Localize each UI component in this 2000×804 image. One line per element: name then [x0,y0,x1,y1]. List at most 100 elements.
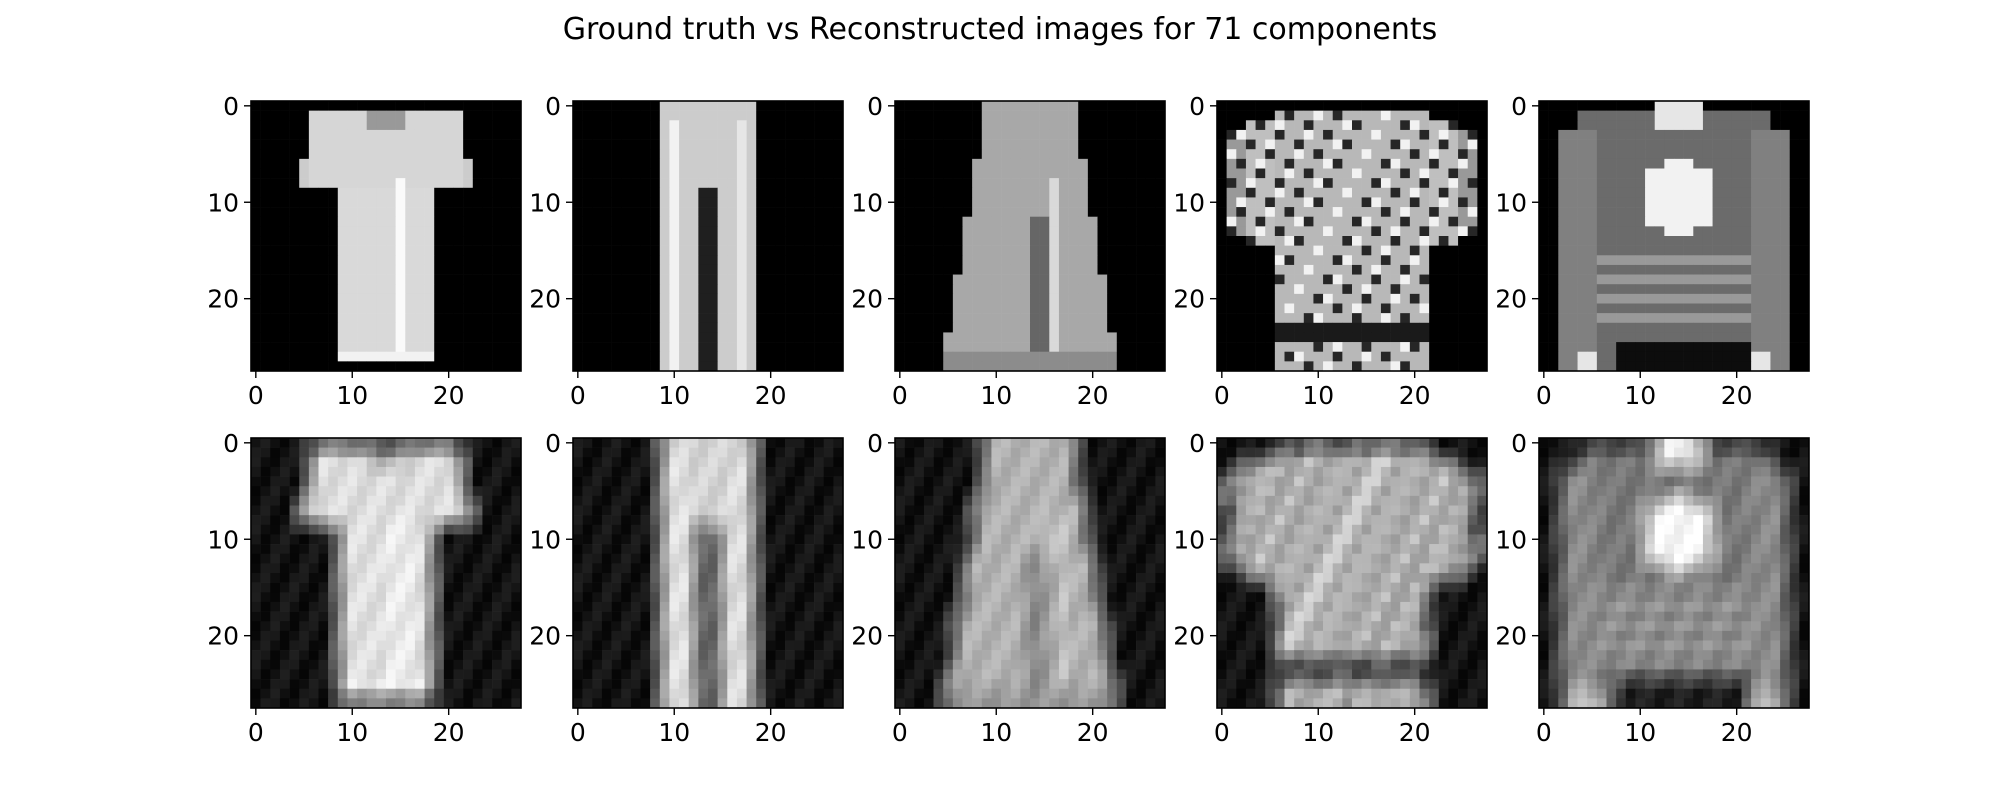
pixel-cell [425,602,435,612]
pixel-cell [1578,304,1588,314]
pixel-cell [1275,275,1285,285]
pixel-cell [1468,352,1478,362]
pixel-cell [425,101,435,111]
pixel-cell [502,544,512,554]
pixel-cell [1040,197,1050,207]
pixel-cell [482,573,492,583]
pixel-cell [1616,217,1626,227]
pixel-cell [679,294,689,304]
pixel-cell [502,650,512,660]
pixel-cell [1751,217,1761,227]
pixel-cell [1587,246,1597,256]
pixel-cell [1674,207,1684,217]
pixel-cell [1790,197,1800,207]
pixel-cell [934,217,944,227]
pixel-cell [1217,217,1227,227]
pixel-cell [650,111,660,121]
pixel-cell [290,294,300,304]
pixel-cell [1568,207,1578,217]
pixel-cell [660,477,670,487]
pixel-cell [756,352,766,362]
pixel-cell [747,496,757,506]
pixel-cell [934,130,944,140]
pixel-cell [415,612,425,622]
pixel-cell [511,544,521,554]
pixel-cell [1078,323,1088,333]
pixel-cell [1558,120,1568,130]
pixel-cell [454,323,464,333]
pixel-cell [1770,207,1780,217]
pixel-cell [328,265,338,275]
pixel-cell [270,197,280,207]
pixel-cell [972,352,982,362]
pixel-cell [319,554,329,564]
pixel-cell [319,178,329,188]
pixel-cell [396,679,406,689]
pixel-cell [1626,352,1636,362]
pixel-cell [454,140,464,150]
pixel-cell [1539,294,1549,304]
pixel-cell [1635,101,1645,111]
pixel-cell [482,438,492,448]
pixel-cell [1333,265,1343,275]
pixel-cell [1587,313,1597,323]
pixel-cell [338,169,348,179]
pixel-cell [833,294,843,304]
pixel-cell [1362,342,1372,352]
pixel-cell [631,361,641,371]
pixel-cell [1458,111,1468,121]
pixel-cell [502,149,512,159]
pixel-cell [1275,332,1285,342]
pixel-cell [502,140,512,150]
pixel-cell [1246,120,1256,130]
pixel-cell [1146,159,1156,169]
pixel-cell [1030,246,1040,256]
pixel-cell [261,178,271,188]
pixel-cell [280,438,290,448]
pixel-cell [1770,226,1780,236]
pixel-cell [415,197,425,207]
pixel-cell [1001,332,1011,342]
pixel-cell [1732,294,1742,304]
pixel-cell [1761,111,1771,121]
pixel-cell [338,207,348,217]
pixel-cell [1635,188,1645,198]
pixel-cell [650,313,660,323]
pixel-cell [1030,361,1040,371]
pixel-cell [270,265,280,275]
y-tick-label: 20 [207,285,239,314]
pixel-cell [814,457,824,467]
pixel-cell [1227,352,1237,362]
pixel-cell [718,217,728,227]
pixel-cell [924,226,934,236]
pixel-cell [309,332,319,342]
pixel-cell [905,140,915,150]
pixel-cell [650,255,660,265]
pixel-cell [1304,313,1314,323]
pixel-cell [415,448,425,458]
pixel-cell [824,140,834,150]
pixel-cell [573,323,583,333]
pixel-cell [405,438,415,448]
pixel-cell [251,304,261,314]
pixel-cell [756,294,766,304]
pixel-cell [1722,361,1732,371]
pixel-cell [473,641,483,651]
pixel-cell [1236,352,1246,362]
pixel-cell [785,275,795,285]
pixel-cell [1458,188,1468,198]
pixel-cell [1088,159,1098,169]
pixel-cell [1333,342,1343,352]
pixel-cell [415,506,425,516]
pixel-cell [502,130,512,140]
pixel-cell [1117,246,1127,256]
pixel-cell [1742,236,1752,246]
pixel-cell [1635,265,1645,275]
pixel-cell [814,438,824,448]
pixel-cell [776,169,786,179]
pixel-cell [621,275,631,285]
pixel-cell [776,438,786,448]
pixel-cell [328,554,338,564]
pixel-cell [1400,130,1410,140]
pixel-cell [1587,188,1597,198]
